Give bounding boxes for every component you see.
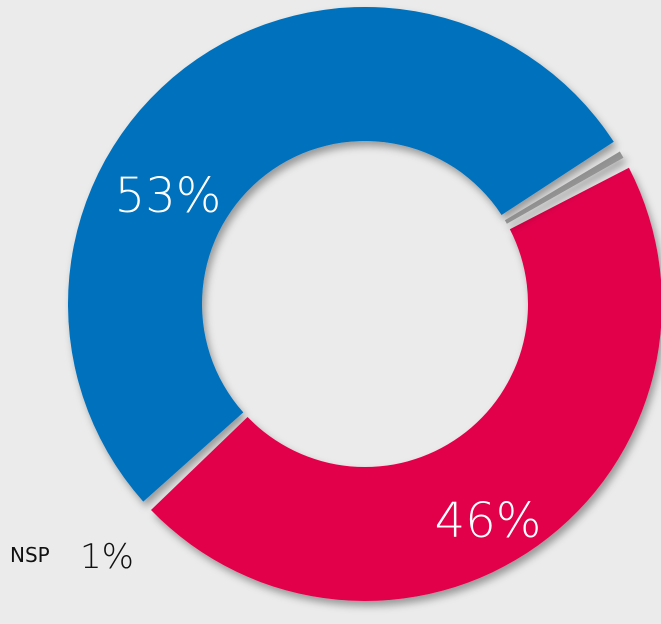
slice-label-46: 46%: [435, 493, 542, 549]
slice-46: [150, 167, 661, 601]
slices-group: [67, 6, 661, 601]
slice-label-1: 1%: [80, 537, 134, 577]
slice-nsp: [504, 151, 624, 224]
slice-label-53: 53%: [115, 168, 222, 224]
slice-name-nsp: NSP: [10, 543, 50, 567]
slice-53: [67, 6, 614, 502]
